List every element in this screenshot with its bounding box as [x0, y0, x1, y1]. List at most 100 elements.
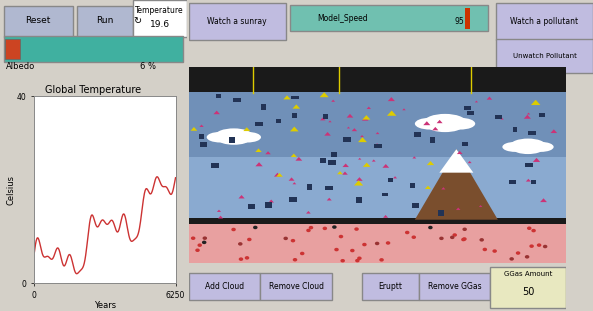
Ellipse shape: [509, 257, 514, 261]
FancyBboxPatch shape: [292, 113, 297, 118]
Polygon shape: [372, 160, 376, 162]
Ellipse shape: [207, 132, 234, 142]
Polygon shape: [550, 129, 557, 133]
Polygon shape: [475, 101, 478, 102]
Polygon shape: [533, 158, 540, 162]
Polygon shape: [531, 100, 540, 105]
Text: Watch a sunray: Watch a sunray: [208, 17, 267, 26]
Polygon shape: [354, 180, 364, 186]
Polygon shape: [295, 157, 302, 161]
Ellipse shape: [309, 226, 313, 230]
Polygon shape: [289, 177, 295, 181]
Polygon shape: [320, 117, 326, 120]
Ellipse shape: [202, 241, 206, 244]
Ellipse shape: [479, 238, 484, 242]
FancyBboxPatch shape: [200, 142, 207, 146]
FancyBboxPatch shape: [325, 186, 333, 190]
Ellipse shape: [291, 239, 295, 242]
Polygon shape: [360, 135, 364, 137]
Ellipse shape: [386, 241, 390, 245]
Polygon shape: [331, 100, 335, 102]
FancyBboxPatch shape: [415, 132, 421, 137]
Polygon shape: [362, 115, 371, 120]
FancyBboxPatch shape: [291, 96, 299, 100]
Polygon shape: [276, 173, 283, 177]
Polygon shape: [456, 207, 461, 210]
FancyBboxPatch shape: [495, 114, 502, 119]
Ellipse shape: [350, 249, 355, 252]
Polygon shape: [306, 211, 311, 214]
Polygon shape: [362, 117, 368, 121]
Polygon shape: [352, 128, 357, 131]
FancyBboxPatch shape: [356, 197, 362, 202]
Polygon shape: [218, 216, 223, 219]
Text: Global Temperature: Global Temperature: [45, 85, 142, 95]
Ellipse shape: [528, 142, 554, 152]
Polygon shape: [375, 143, 379, 145]
Polygon shape: [265, 151, 271, 154]
FancyBboxPatch shape: [5, 39, 20, 59]
FancyBboxPatch shape: [343, 137, 351, 142]
Ellipse shape: [530, 244, 534, 248]
FancyBboxPatch shape: [199, 134, 203, 139]
Ellipse shape: [450, 236, 454, 239]
Ellipse shape: [439, 237, 444, 240]
FancyBboxPatch shape: [248, 203, 255, 209]
Ellipse shape: [527, 226, 531, 230]
Polygon shape: [441, 187, 445, 189]
Text: Reset: Reset: [25, 16, 51, 25]
Ellipse shape: [525, 255, 530, 258]
Polygon shape: [190, 127, 197, 131]
Text: 6 %: 6 %: [140, 62, 156, 71]
Text: 95: 95: [455, 17, 464, 26]
FancyBboxPatch shape: [189, 92, 566, 220]
Ellipse shape: [357, 257, 362, 260]
Polygon shape: [342, 172, 348, 175]
FancyBboxPatch shape: [496, 39, 593, 73]
Polygon shape: [199, 124, 204, 127]
Polygon shape: [382, 164, 389, 168]
Polygon shape: [337, 171, 343, 174]
Ellipse shape: [412, 235, 416, 239]
FancyBboxPatch shape: [229, 137, 235, 142]
FancyBboxPatch shape: [189, 224, 566, 263]
Ellipse shape: [516, 251, 520, 255]
FancyBboxPatch shape: [323, 114, 329, 119]
FancyBboxPatch shape: [256, 122, 263, 126]
Ellipse shape: [531, 229, 536, 232]
Polygon shape: [415, 149, 498, 220]
Text: Temperature: Temperature: [135, 7, 184, 15]
Ellipse shape: [415, 118, 445, 130]
Ellipse shape: [463, 228, 467, 231]
Text: Watch a pollutant: Watch a pollutant: [511, 17, 579, 26]
FancyBboxPatch shape: [276, 119, 281, 123]
Polygon shape: [363, 163, 371, 167]
FancyBboxPatch shape: [189, 3, 286, 40]
Text: Model_Speed: Model_Speed: [317, 14, 368, 22]
Polygon shape: [393, 176, 397, 179]
Polygon shape: [283, 95, 291, 100]
Text: Add Cloud: Add Cloud: [205, 282, 244, 291]
Ellipse shape: [334, 248, 339, 251]
Polygon shape: [329, 120, 331, 122]
FancyBboxPatch shape: [262, 104, 266, 110]
Polygon shape: [274, 173, 281, 177]
FancyBboxPatch shape: [512, 128, 517, 132]
Polygon shape: [290, 127, 299, 132]
Ellipse shape: [537, 243, 541, 247]
Polygon shape: [292, 182, 296, 184]
FancyBboxPatch shape: [410, 183, 415, 188]
Ellipse shape: [195, 248, 200, 252]
Polygon shape: [347, 127, 350, 128]
FancyBboxPatch shape: [260, 273, 332, 300]
Ellipse shape: [215, 128, 253, 142]
FancyBboxPatch shape: [307, 184, 312, 190]
Ellipse shape: [354, 227, 359, 231]
Polygon shape: [425, 186, 431, 189]
Polygon shape: [457, 151, 463, 154]
FancyBboxPatch shape: [329, 160, 336, 165]
Ellipse shape: [197, 244, 202, 247]
FancyBboxPatch shape: [412, 203, 419, 208]
FancyBboxPatch shape: [264, 202, 272, 207]
Y-axis label: Celsius: Celsius: [7, 175, 15, 205]
